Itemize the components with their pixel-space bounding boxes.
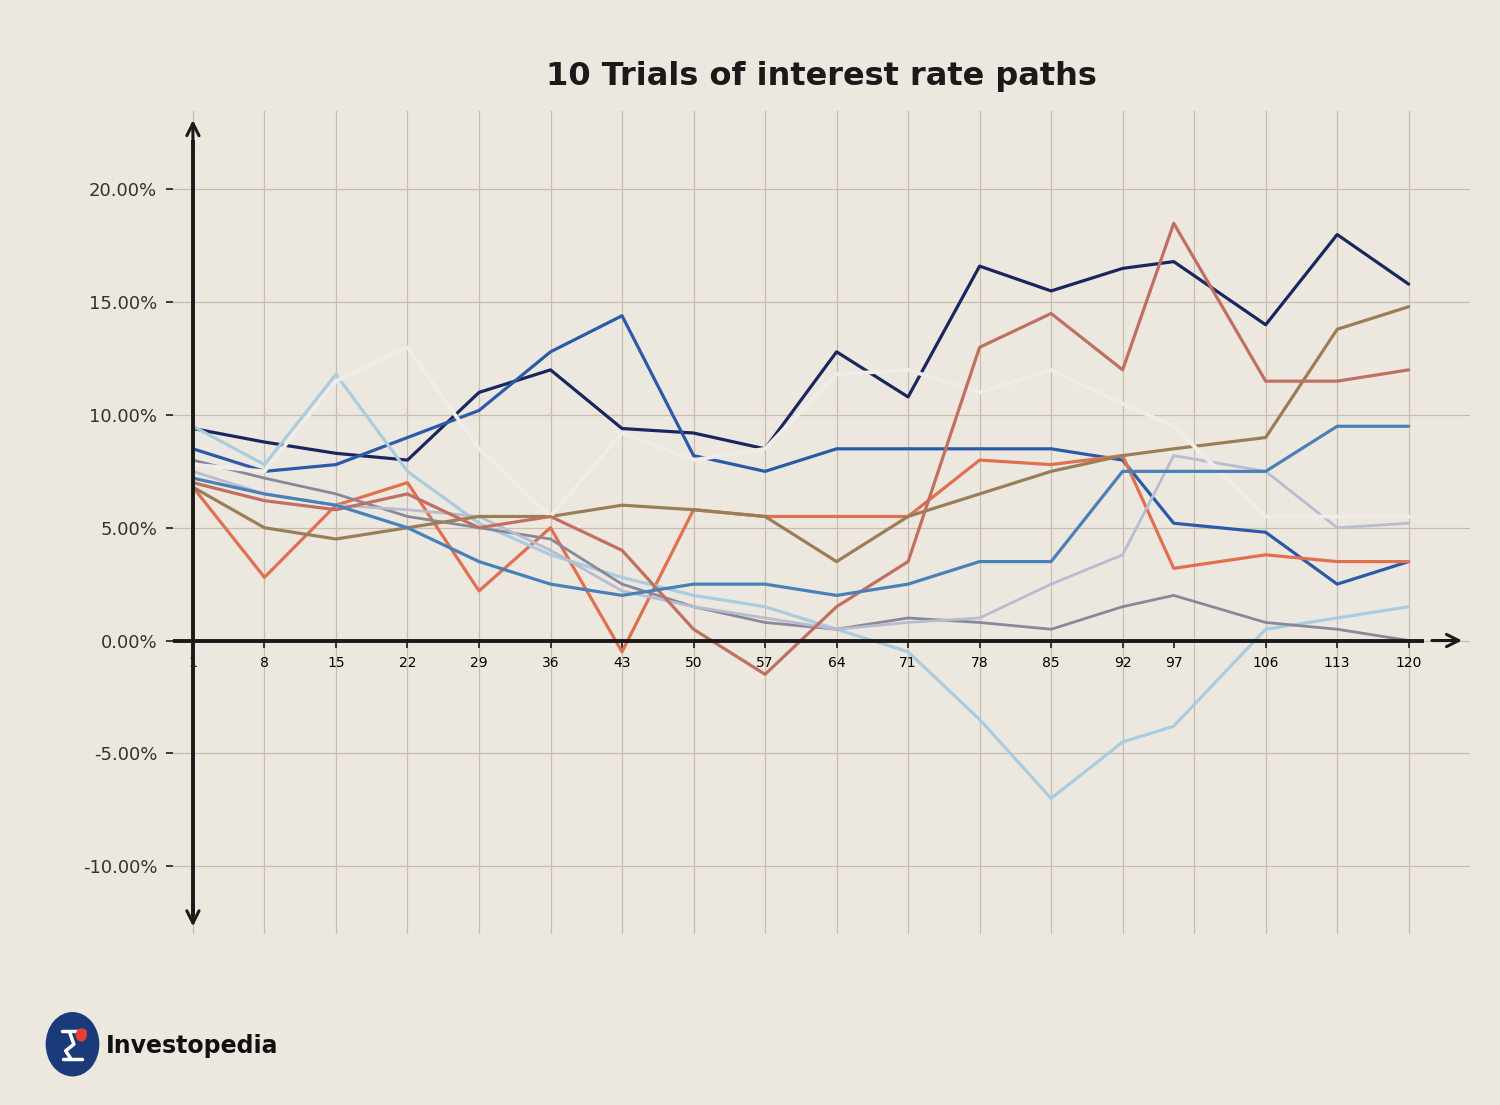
Text: Investopedia: Investopedia bbox=[105, 1034, 278, 1057]
Circle shape bbox=[76, 1029, 87, 1041]
Title: 10 Trials of interest rate paths: 10 Trials of interest rate paths bbox=[546, 62, 1096, 93]
Circle shape bbox=[46, 1012, 99, 1076]
